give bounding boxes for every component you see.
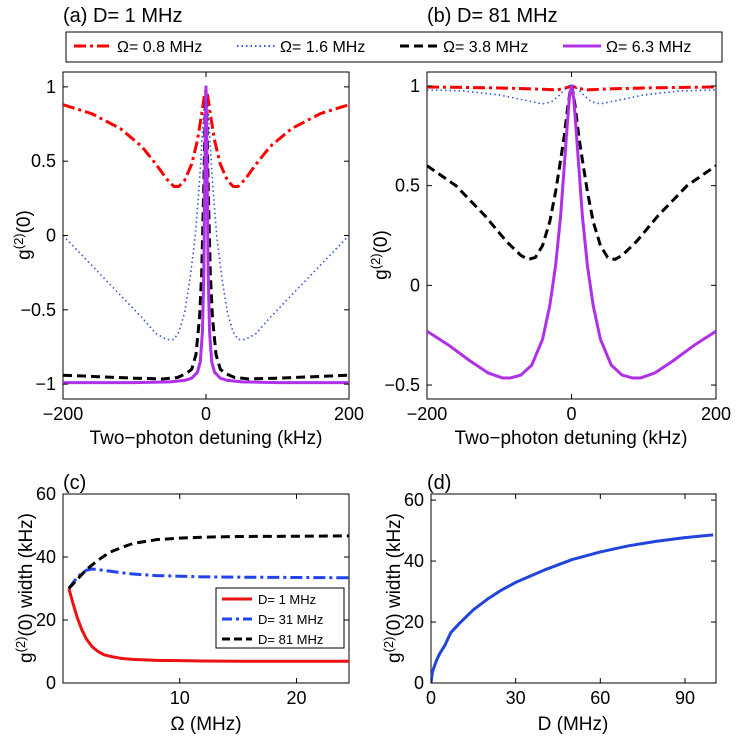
panel-c-ytick-label-1: 20 xyxy=(36,610,56,630)
panel-a-xtick-label-2: 200 xyxy=(334,404,364,424)
panel-d-xtick-label-0: 0 xyxy=(426,688,436,708)
panel-d-ytick-label-2: 40 xyxy=(404,551,424,571)
panel-b-xtick-label-0: −200 xyxy=(407,404,448,424)
panel-d-ytick-label-0: 0 xyxy=(414,673,424,693)
panel-c-series-0 xyxy=(67,588,349,663)
panel-d: 0 30 60 90 0 20 40 60 D (MHz) g(2)(0) width (kH… xyxy=(381,490,717,735)
panel-b-ylabel: g(2)(0) xyxy=(368,230,392,280)
panel-d-ytick-label-3: 60 xyxy=(404,490,424,510)
panel-a-ytick-label-0: −1 xyxy=(35,374,56,394)
panel-d-xtick-label-1: 30 xyxy=(506,688,526,708)
panel-c-series-2 xyxy=(67,534,349,590)
panel-a-xtick-label-1: 0 xyxy=(201,404,211,424)
legend-label-omega-6-3: Ω= 6.3 MHz xyxy=(606,39,691,56)
panel-d-series-0 xyxy=(431,533,714,683)
panel-b-series-2 xyxy=(427,84,716,261)
panel-d-axes-frame xyxy=(430,493,717,684)
panel-d-xtick-label-3: 90 xyxy=(675,688,695,708)
panel-c-axes-frame xyxy=(62,493,350,684)
title-panel-b: (b) D= 81 MHz xyxy=(427,5,558,27)
panel-b: −200 0 200 −0.5 0 0.5 1 Two−photon detuning (k… xyxy=(368,71,731,449)
panel-b-ytick-label-1: 0 xyxy=(410,275,420,295)
panel-c-ytick-label-0: 0 xyxy=(46,673,56,693)
panel-c-ylabel: g(2)(0) width (kHz) xyxy=(13,513,37,663)
panel-c-xtick-label-1: 20 xyxy=(286,688,306,708)
panel-a-xlabel: Two−photon detuning (kHz) xyxy=(90,428,323,449)
panel-c-legend: D= 1 MHz D= 31 MHz D= 81 MHz xyxy=(215,587,345,649)
panel-b-xtick-label-1: 0 xyxy=(566,404,576,424)
panel-b-ytick-label-2: 0.5 xyxy=(395,176,420,196)
panel-b-xtick-label-2: 200 xyxy=(701,404,731,424)
title-panel-c: (c) xyxy=(63,472,86,494)
panel-d-ylabel: g(2)(0) width (kHz) xyxy=(381,513,405,663)
panel-b-ytick-label-0: −0.5 xyxy=(384,375,420,395)
panel-a-ytick-label-1: −0.5 xyxy=(20,300,56,320)
panel-a-xtick-label-0: −200 xyxy=(43,404,84,424)
panel-c-xlabel: Ω (MHz) xyxy=(170,714,241,735)
panel-a-ytick-label-4: 1 xyxy=(46,77,56,97)
legend-c-label-d81: D= 81 MHz xyxy=(258,632,323,647)
title-panel-a: (a) D= 1 MHz xyxy=(63,5,182,27)
panel-a-ylabel: g(2)(0) xyxy=(11,210,35,260)
top-legend-box xyxy=(65,31,723,63)
panel-c-ytick-label-2: 40 xyxy=(36,547,56,567)
panel-c-xtick-label-0: 10 xyxy=(170,688,190,708)
panel-d-xtick-label-2: 60 xyxy=(590,688,610,708)
legend-label-omega-0-8: Ω= 0.8 MHz xyxy=(117,39,202,56)
panel-a-series-3 xyxy=(63,85,349,385)
panel-d-xlabel: D (MHz) xyxy=(538,714,609,735)
legend-label-omega-1-6: Ω= 1.6 MHz xyxy=(280,39,365,56)
panel-b-xlabel: Two−photon detuning (kHz) xyxy=(455,428,688,449)
panel-a: −200 0 200 −1 −0.5 0 0.5 1 Two−photon detuning … xyxy=(11,71,364,449)
panel-c-series-1 xyxy=(67,567,349,590)
panel-a-ytick-label-3: 0.5 xyxy=(31,151,56,171)
panel-b-ytick-label-3: 1 xyxy=(410,76,420,96)
panel-d-ytick-label-1: 20 xyxy=(404,612,424,632)
legend-c-label-d31: D= 31 MHz xyxy=(258,612,323,627)
panel-b-axes-frame xyxy=(426,71,717,400)
top-legend: Ω= 0.8 MHz Ω= 1.6 MHz Ω= 3.8 MHz Ω= 6.3 … xyxy=(65,31,723,63)
panel-c-ytick-label-3: 60 xyxy=(36,484,56,504)
panel-a-ytick-label-2: 0 xyxy=(46,226,56,246)
legend-label-omega-3-8: Ω= 3.8 MHz xyxy=(443,39,528,56)
panel-b-series-3 xyxy=(427,84,716,380)
title-panel-d: (d) xyxy=(427,472,451,494)
legend-c-label-d1: D= 1 MHz xyxy=(258,592,316,607)
